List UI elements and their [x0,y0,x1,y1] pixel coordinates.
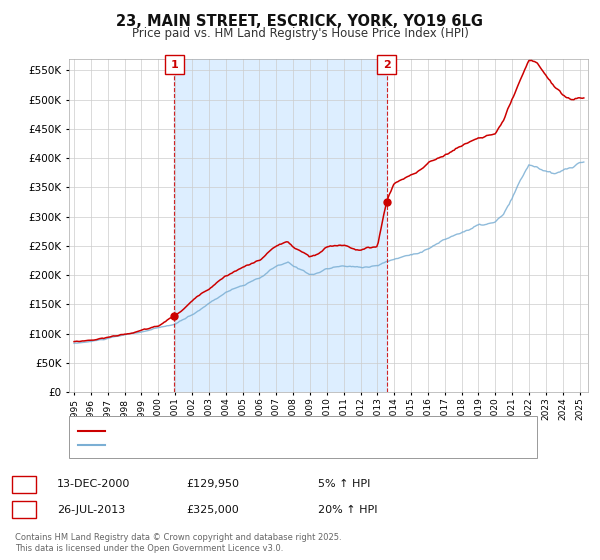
Text: HPI: Average price, detached house, North Yorkshire: HPI: Average price, detached house, Nort… [111,440,384,450]
Text: 26-JUL-2013: 26-JUL-2013 [57,505,125,515]
Text: 1: 1 [20,479,28,489]
Text: £129,950: £129,950 [186,479,239,489]
Text: Contains HM Land Registry data © Crown copyright and database right 2025.
This d: Contains HM Land Registry data © Crown c… [15,533,341,553]
Text: 2: 2 [20,505,28,515]
Text: 5% ↑ HPI: 5% ↑ HPI [318,479,370,489]
Text: 23, MAIN STREET, ESCRICK, YORK, YO19 6LG: 23, MAIN STREET, ESCRICK, YORK, YO19 6LG [116,14,484,29]
Text: 20% ↑ HPI: 20% ↑ HPI [318,505,377,515]
Text: £325,000: £325,000 [186,505,239,515]
Text: Price paid vs. HM Land Registry's House Price Index (HPI): Price paid vs. HM Land Registry's House … [131,27,469,40]
Text: 23, MAIN STREET, ESCRICK, YORK, YO19 6LG (detached house): 23, MAIN STREET, ESCRICK, YORK, YO19 6LG… [111,426,438,436]
Bar [175,59,387,392]
Text: 1: 1 [170,60,178,70]
Text: 2: 2 [383,60,391,70]
FancyBboxPatch shape [165,55,184,74]
FancyBboxPatch shape [377,55,396,74]
Text: 13-DEC-2000: 13-DEC-2000 [57,479,130,489]
